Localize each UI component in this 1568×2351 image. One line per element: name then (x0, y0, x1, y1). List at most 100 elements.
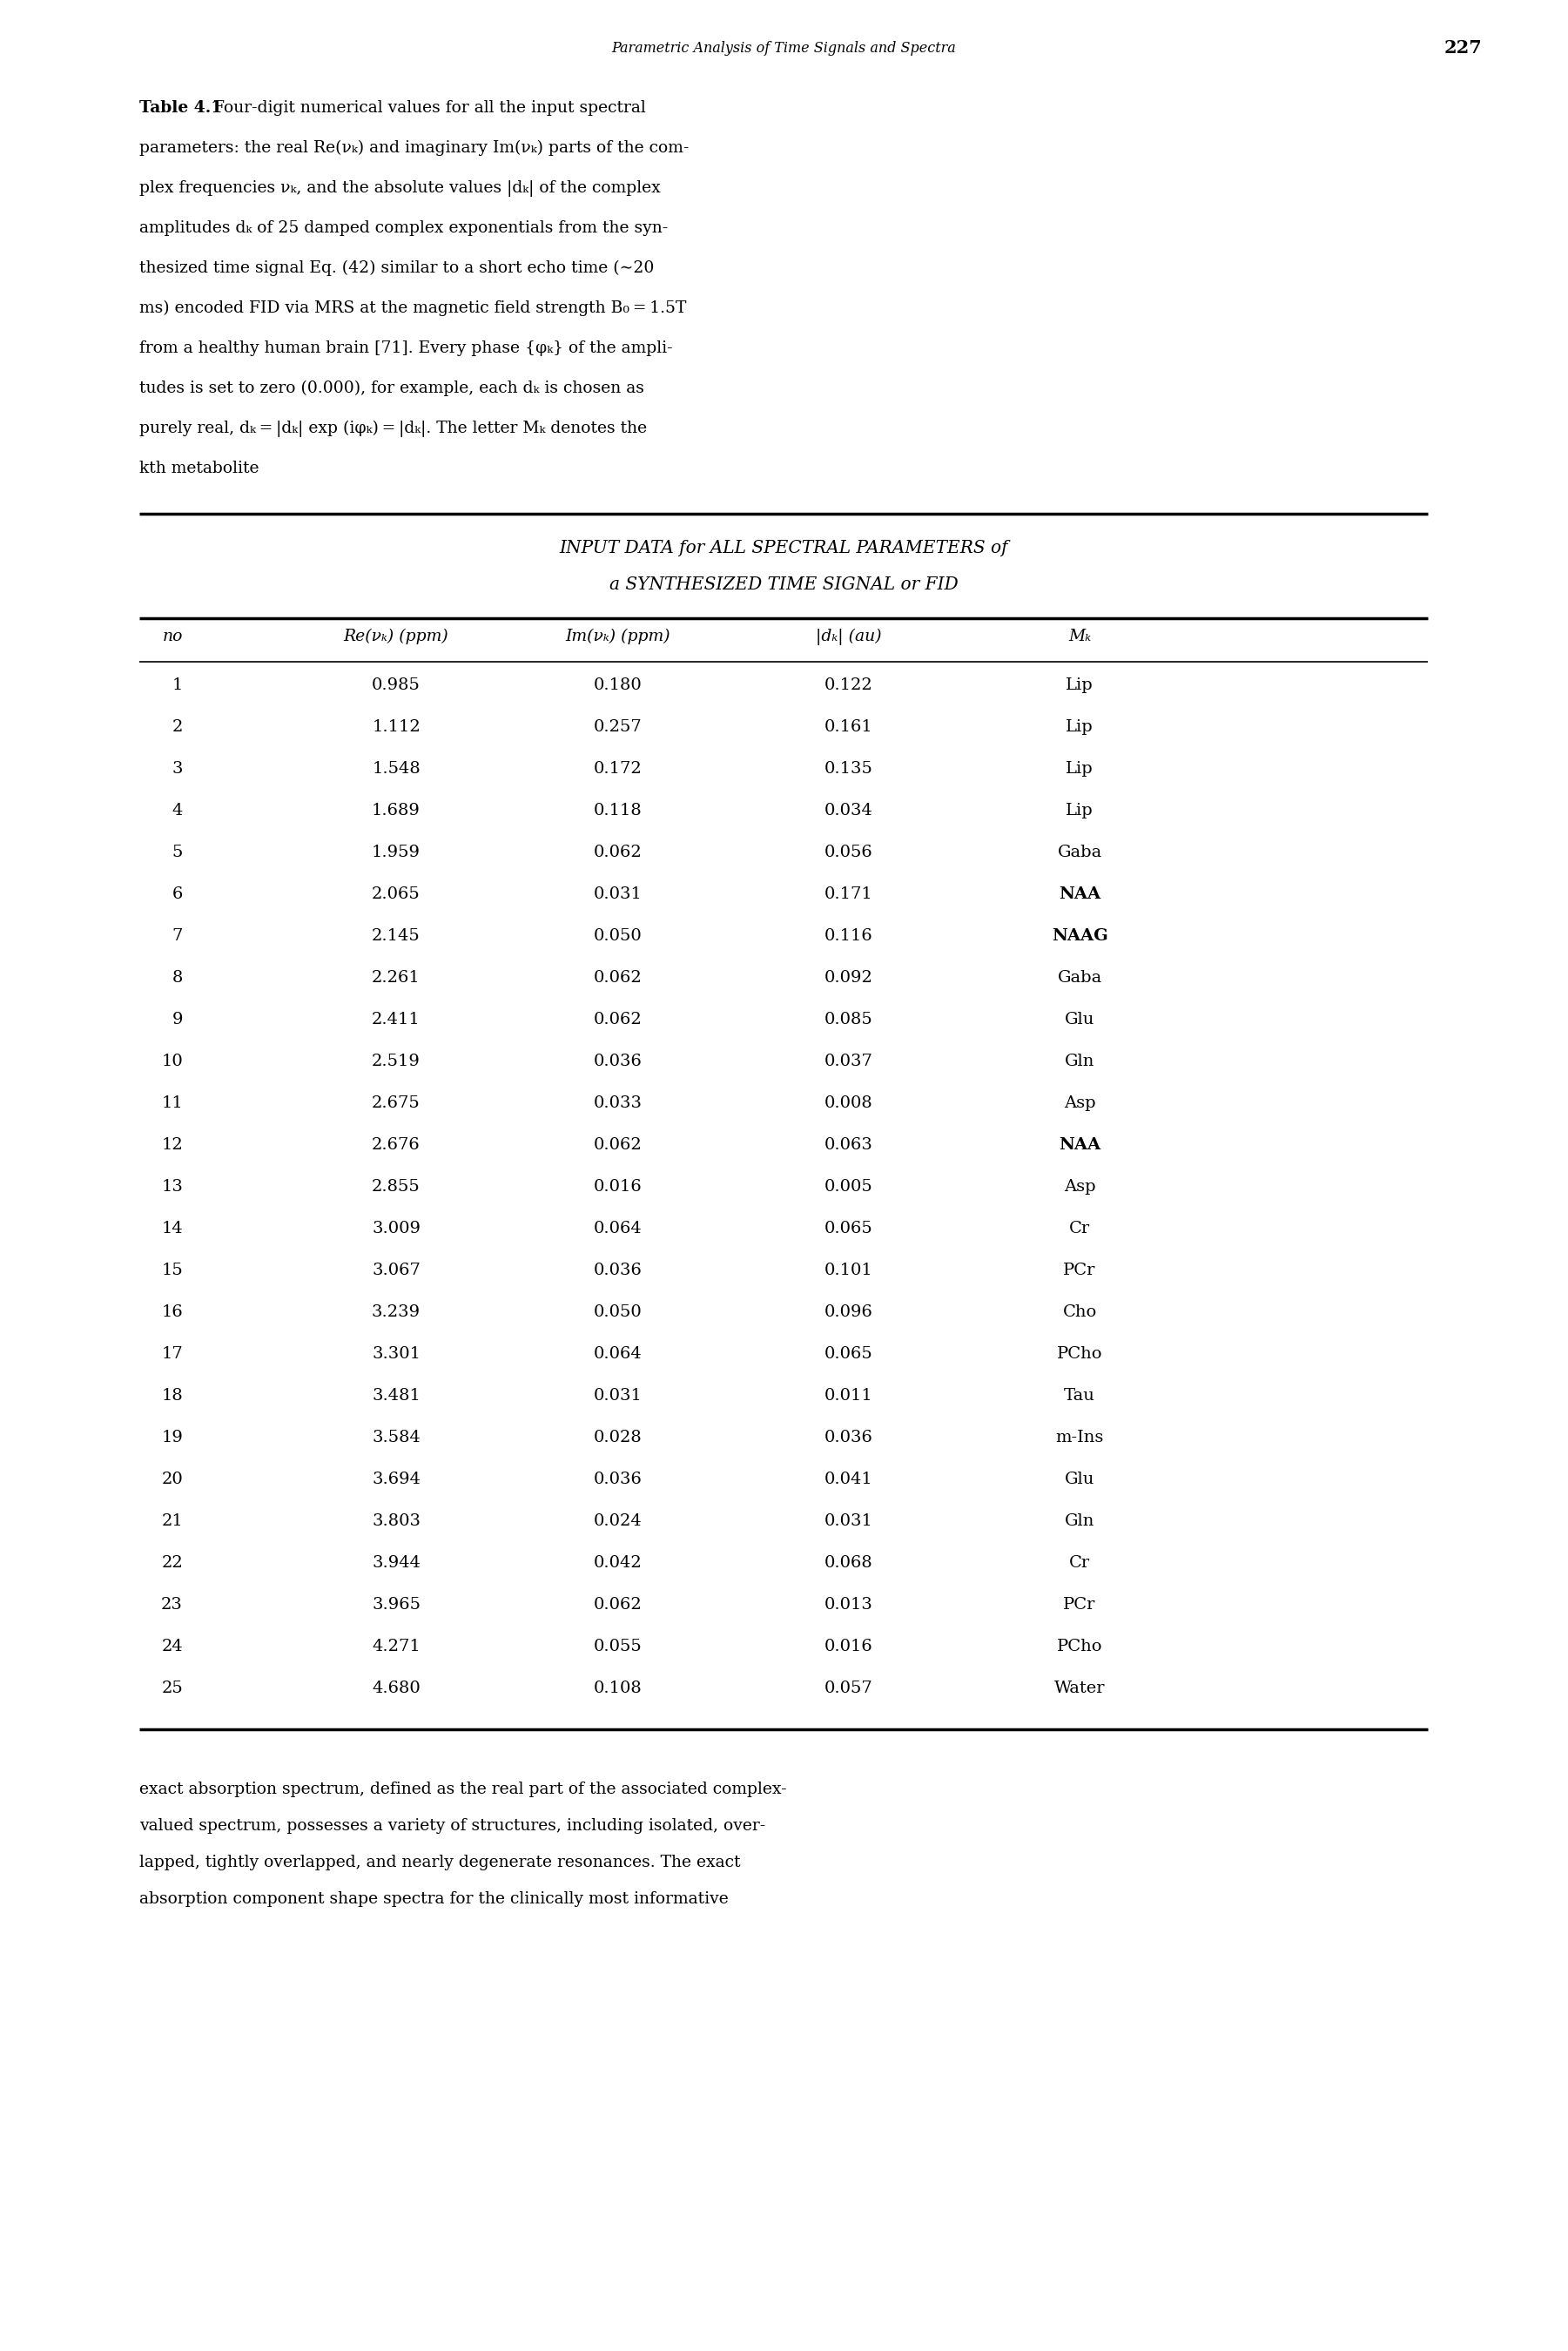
Text: 9: 9 (172, 1011, 183, 1027)
Text: Re(νₖ) (ppm): Re(νₖ) (ppm) (343, 628, 448, 644)
Text: 0.057: 0.057 (825, 1681, 873, 1695)
Text: 0.065: 0.065 (825, 1220, 873, 1237)
Text: 0.013: 0.013 (825, 1596, 873, 1613)
Text: 3.965: 3.965 (372, 1596, 420, 1613)
Text: Cr: Cr (1069, 1554, 1090, 1570)
Text: 0.257: 0.257 (594, 719, 643, 736)
Text: 0.116: 0.116 (825, 929, 873, 943)
Text: 4: 4 (172, 802, 183, 818)
Text: 0.063: 0.063 (825, 1138, 873, 1152)
Text: 22: 22 (162, 1554, 183, 1570)
Text: 12: 12 (162, 1138, 183, 1152)
Text: 0.161: 0.161 (825, 719, 873, 736)
Text: 24: 24 (162, 1639, 183, 1655)
Text: INPUT DATA for ALL SPECTRAL PARAMETERS of: INPUT DATA for ALL SPECTRAL PARAMETERS o… (560, 541, 1008, 557)
Text: 0.028: 0.028 (594, 1429, 643, 1446)
Text: Water: Water (1054, 1681, 1105, 1695)
Text: 0.062: 0.062 (594, 1138, 643, 1152)
Text: 0.135: 0.135 (825, 762, 873, 776)
Text: 0.122: 0.122 (825, 677, 873, 694)
Text: 14: 14 (162, 1220, 183, 1237)
Text: 0.062: 0.062 (594, 971, 643, 985)
Text: 0.108: 0.108 (594, 1681, 643, 1695)
Text: 0.180: 0.180 (594, 677, 643, 694)
Text: 0.036: 0.036 (594, 1053, 643, 1070)
Text: Gaba: Gaba (1057, 971, 1102, 985)
Text: Tau: Tau (1065, 1387, 1094, 1404)
Text: 6: 6 (172, 886, 183, 903)
Text: 11: 11 (162, 1096, 183, 1112)
Text: Lip: Lip (1066, 677, 1093, 694)
Text: plex frequencies νₖ, and the absolute values |dₖ| of the complex: plex frequencies νₖ, and the absolute va… (140, 181, 660, 197)
Text: 2.411: 2.411 (372, 1011, 420, 1027)
Text: 0.036: 0.036 (825, 1429, 873, 1446)
Text: 2.065: 2.065 (372, 886, 420, 903)
Text: Gln: Gln (1065, 1514, 1094, 1528)
Text: 2.519: 2.519 (372, 1053, 420, 1070)
Text: 16: 16 (162, 1305, 183, 1319)
Text: a SYNTHESIZED TIME SIGNAL or FID: a SYNTHESIZED TIME SIGNAL or FID (608, 576, 958, 592)
Text: PCr: PCr (1063, 1262, 1096, 1279)
Text: NAA: NAA (1058, 1138, 1101, 1152)
Text: ms) encoded FID via MRS at the magnetic field strength B₀ = 1.5T: ms) encoded FID via MRS at the magnetic … (140, 301, 687, 317)
Text: parameters: the real Re(νₖ) and imaginary Im(νₖ) parts of the com-: parameters: the real Re(νₖ) and imaginar… (140, 141, 688, 155)
Text: 10: 10 (162, 1053, 183, 1070)
Text: 0.118: 0.118 (594, 802, 643, 818)
Text: 0.055: 0.055 (594, 1639, 643, 1655)
Text: 0.092: 0.092 (825, 971, 873, 985)
Text: 2.261: 2.261 (372, 971, 420, 985)
Text: purely real, dₖ = |dₖ| exp (iφₖ) = |dₖ|. The letter Mₖ denotes the: purely real, dₖ = |dₖ| exp (iφₖ) = |dₖ|.… (140, 421, 648, 437)
Text: 227: 227 (1444, 40, 1482, 56)
Text: 2.855: 2.855 (372, 1178, 420, 1194)
Text: 3.803: 3.803 (372, 1514, 420, 1528)
Text: 0.008: 0.008 (825, 1096, 873, 1112)
Text: exact absorption spectrum, defined as the real part of the associated complex-: exact absorption spectrum, defined as th… (140, 1782, 787, 1796)
Text: Gln: Gln (1065, 1053, 1094, 1070)
Text: 3: 3 (172, 762, 183, 776)
Text: 0.101: 0.101 (825, 1262, 873, 1279)
Text: m-Ins: m-Ins (1055, 1429, 1104, 1446)
Text: Gaba: Gaba (1057, 844, 1102, 860)
Text: 18: 18 (162, 1387, 183, 1404)
Text: 0.050: 0.050 (594, 929, 643, 943)
Text: 0.062: 0.062 (594, 1596, 643, 1613)
Text: tudes is set to zero (0.000), for example, each dₖ is chosen as: tudes is set to zero (0.000), for exampl… (140, 381, 644, 397)
Text: 0.064: 0.064 (594, 1347, 643, 1361)
Text: lapped, tightly overlapped, and nearly degenerate resonances. The exact: lapped, tightly overlapped, and nearly d… (140, 1855, 740, 1871)
Text: 0.016: 0.016 (594, 1178, 643, 1194)
Text: PCho: PCho (1057, 1347, 1102, 1361)
Text: PCr: PCr (1063, 1596, 1096, 1613)
Text: 7: 7 (172, 929, 183, 943)
Text: Lip: Lip (1066, 802, 1093, 818)
Text: 0.062: 0.062 (594, 844, 643, 860)
Text: 3.694: 3.694 (372, 1472, 420, 1488)
Text: 4.680: 4.680 (372, 1681, 420, 1695)
Text: 3.944: 3.944 (372, 1554, 420, 1570)
Text: Im(νₖ) (ppm): Im(νₖ) (ppm) (566, 628, 671, 644)
Text: 3.009: 3.009 (372, 1220, 420, 1237)
Text: Cho: Cho (1063, 1305, 1096, 1319)
Text: 0.172: 0.172 (594, 762, 643, 776)
Text: 1.959: 1.959 (372, 844, 420, 860)
Text: 0.068: 0.068 (825, 1554, 873, 1570)
Text: 3.067: 3.067 (372, 1262, 420, 1279)
Text: Mₖ: Mₖ (1068, 628, 1091, 644)
Text: 0.085: 0.085 (825, 1011, 873, 1027)
Text: 0.024: 0.024 (594, 1514, 643, 1528)
Text: 4.271: 4.271 (372, 1639, 420, 1655)
Text: 19: 19 (162, 1429, 183, 1446)
Text: 15: 15 (162, 1262, 183, 1279)
Text: |dₖ| (au): |dₖ| (au) (815, 628, 881, 647)
Text: Asp: Asp (1063, 1096, 1096, 1112)
Text: Four-digit numerical values for all the input spectral: Four-digit numerical values for all the … (209, 101, 646, 115)
Text: 0.031: 0.031 (825, 1514, 873, 1528)
Text: 0.062: 0.062 (594, 1011, 643, 1027)
Text: 1.548: 1.548 (372, 762, 420, 776)
Text: from a healthy human brain [71]. Every phase {φₖ} of the ampli-: from a healthy human brain [71]. Every p… (140, 341, 673, 355)
Text: 23: 23 (162, 1596, 183, 1613)
Text: 0.064: 0.064 (594, 1220, 643, 1237)
Text: 0.036: 0.036 (594, 1472, 643, 1488)
Text: Asp: Asp (1063, 1178, 1096, 1194)
Text: 0.037: 0.037 (825, 1053, 873, 1070)
Text: thesized time signal Eq. (42) similar to a short echo time (∼20: thesized time signal Eq. (42) similar to… (140, 261, 654, 277)
